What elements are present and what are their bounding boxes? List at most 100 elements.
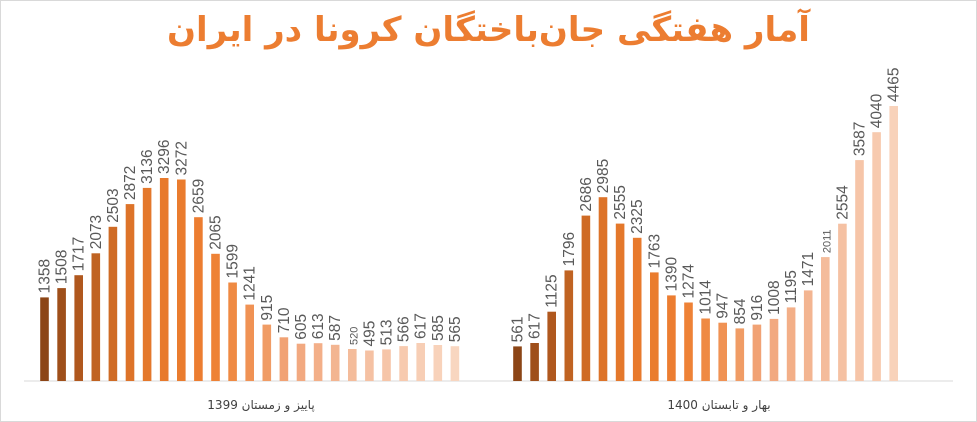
data-label-1-2: 1125 (544, 274, 561, 307)
bar-1-3 (564, 270, 574, 381)
data-label-0-24: 565 (447, 316, 464, 342)
bar-0-0 (40, 297, 49, 381)
bar-1-15 (769, 318, 779, 381)
bar-0-2 (74, 275, 83, 381)
bar-1-11 (701, 318, 710, 381)
data-label-1-0: 561 (510, 317, 527, 343)
data-label-1-7: 2325 (629, 199, 646, 233)
data-label-1-11: 1014 (698, 280, 715, 315)
bar-1-17 (803, 290, 813, 381)
data-label-1-22: 4465 (886, 68, 903, 102)
bar-0-14 (279, 337, 289, 381)
bar-0-19 (365, 350, 374, 381)
data-label-0-15: 605 (293, 314, 310, 340)
bar-1-19 (838, 223, 847, 381)
data-label-1-1: 617 (527, 313, 544, 339)
bar-0-1 (57, 288, 66, 381)
bar-1-16 (786, 307, 796, 381)
data-label-1-15: 1008 (766, 280, 783, 314)
bar-1-18 (821, 257, 830, 381)
bar-0-8 (177, 179, 186, 381)
data-label-0-17: 587 (327, 315, 344, 341)
data-label-0-23: 585 (430, 315, 447, 341)
bar-0-22 (416, 343, 425, 381)
data-label-1-16: 1195 (783, 270, 800, 303)
data-label-1-19: 2554 (834, 185, 851, 220)
data-label-0-12: 1241 (242, 266, 259, 300)
bar-1-1 (530, 343, 539, 381)
bar-1-10 (684, 302, 693, 381)
bar-0-12 (245, 304, 254, 381)
bar-0-11 (228, 282, 237, 381)
bar-1-22 (889, 106, 898, 381)
bar-1-20 (855, 160, 864, 381)
bar-0-9 (194, 217, 203, 381)
bar-0-7 (159, 178, 169, 381)
bar-1-6 (615, 223, 625, 381)
data-label-0-20: 513 (379, 320, 396, 346)
bar-1-8 (650, 272, 659, 381)
bar-0-4 (108, 226, 118, 381)
data-label-0-9: 2659 (190, 179, 207, 213)
bar-0-23 (433, 345, 443, 381)
data-label-1-9: 1390 (663, 257, 680, 292)
data-label-0-14: 710 (276, 307, 293, 333)
category-label-1400: بهار و تابستان 1400 (667, 398, 770, 413)
bar-1-12 (718, 322, 727, 381)
data-label-1-12: 947 (715, 293, 732, 319)
data-label-1-6: 2555 (612, 185, 629, 219)
data-label-0-21: 566 (396, 316, 413, 342)
bar-0-20 (382, 349, 391, 381)
data-label-0-4: 2503 (105, 188, 122, 222)
data-label-1-10: 1274 (681, 264, 698, 299)
bar-0-18 (348, 349, 357, 381)
bar-0-10 (211, 253, 220, 381)
data-label-0-10: 2065 (208, 215, 225, 249)
bar-1-5 (598, 197, 608, 381)
data-label-1-3: 1796 (561, 232, 578, 266)
data-label-1-21: 4040 (869, 93, 886, 128)
data-label-0-7: 3296 (156, 140, 173, 174)
bar-0-17 (330, 344, 340, 381)
data-label-0-22: 617 (413, 313, 430, 339)
bar-0-21 (399, 346, 408, 381)
data-label-1-14: 916 (749, 295, 766, 321)
bar-1-4 (581, 215, 591, 381)
bar-0-13 (262, 324, 272, 381)
category-label-1399: پاییز و زمستان 1399 (207, 398, 314, 413)
bar-0-16 (313, 343, 323, 381)
data-label-0-6: 3136 (139, 149, 156, 183)
data-label-0-11: 1599 (225, 244, 242, 278)
bar-0-3 (91, 253, 101, 381)
bar-0-6 (142, 187, 152, 381)
data-label-1-18: 2011 (821, 229, 833, 253)
data-label-0-13: 915 (259, 295, 276, 321)
data-label-0-18: 520 (348, 327, 360, 345)
data-label-1-20: 3587 (852, 122, 869, 156)
data-label-0-1: 1508 (54, 250, 71, 284)
bar-0-5 (125, 204, 135, 381)
data-label-0-2: 1717 (71, 237, 88, 271)
data-label-0-5: 2872 (122, 166, 139, 200)
bar-1-9 (667, 295, 676, 381)
data-label-1-13: 854 (732, 298, 749, 324)
data-label-0-3: 2073 (88, 215, 105, 249)
data-label-0-0: 1358 (37, 259, 54, 293)
bar-1-21 (872, 132, 881, 381)
data-label-0-16: 613 (310, 313, 327, 339)
data-label-0-8: 3272 (173, 141, 190, 175)
data-label-0-19: 495 (361, 321, 378, 347)
data-label-1-8: 1763 (646, 234, 663, 268)
data-label-1-4: 2686 (578, 177, 595, 211)
bar-1-14 (752, 324, 762, 381)
bar-1-2 (547, 311, 556, 381)
data-label-1-5: 2985 (595, 159, 612, 193)
bar-1-13 (735, 328, 745, 381)
bar-1-0 (513, 346, 522, 381)
bar-0-15 (296, 343, 306, 381)
bar-1-7 (632, 237, 642, 381)
chart-title: آمار هفتگی جان‌باختگان کرونا در ایران (167, 10, 810, 50)
bar-0-24 (450, 346, 460, 381)
data-label-1-17: 1471 (800, 252, 817, 286)
